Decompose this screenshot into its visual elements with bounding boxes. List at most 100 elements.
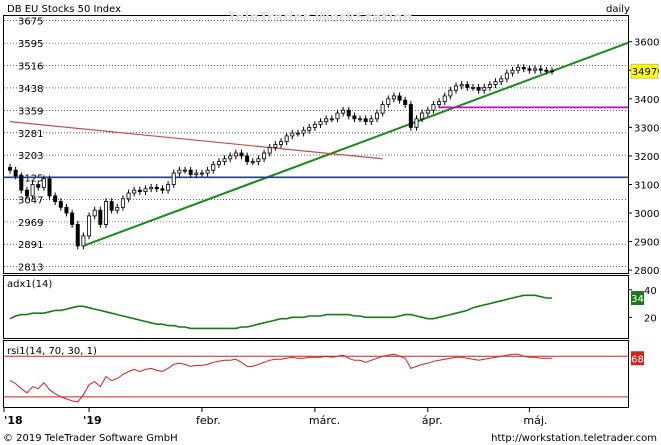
price-bar-body [188, 169, 193, 175]
price-bar-body [363, 118, 368, 123]
price-bar-body [239, 152, 244, 157]
price-bars [7, 63, 555, 250]
adx-series [9, 294, 552, 330]
x-tick-label: '19 [83, 414, 102, 427]
price-bar-body [13, 169, 18, 177]
adx-last-tag-box [631, 291, 644, 306]
price-bar-body [499, 78, 504, 83]
price-bar-body [380, 104, 385, 114]
price-bar-body [527, 68, 532, 71]
price-bar-body [132, 189, 137, 194]
price-bar-body [307, 126, 312, 131]
chart-title: DB EU Stocks 50 Index [7, 4, 121, 15]
price-bar-body [154, 186, 159, 190]
price-bar-body [493, 81, 498, 85]
price-bar-body [454, 85, 459, 91]
price-bar-body [278, 141, 283, 145]
price-bar-body [36, 184, 41, 188]
price-bar-body [160, 188, 165, 191]
price-right-tick-label: 3400 [634, 95, 659, 106]
rsi-last-tag-box [631, 351, 644, 366]
downtrend-line [9, 121, 383, 160]
price-right-tick-label: 2900 [634, 238, 659, 249]
price-left-tick-label: 3675 [18, 16, 43, 27]
price-bar-body [19, 175, 24, 191]
price-right-tick-label: 2800 [634, 266, 659, 277]
panel-frames [3, 15, 629, 408]
price-bar-body [369, 118, 374, 123]
rsi-series [9, 353, 552, 403]
price-bar-body [403, 99, 408, 105]
price-bar-body [70, 212, 75, 225]
price-bar-body [284, 135, 289, 143]
price-left-tick-label: 3516 [18, 62, 43, 73]
price-bar-body [211, 164, 216, 171]
price-bar-body [516, 67, 521, 71]
price-bar-body [295, 132, 300, 135]
price-bar-body [437, 101, 442, 105]
price-bar-body [81, 235, 86, 247]
price-bar-body [341, 109, 346, 114]
price-bar-body [205, 169, 210, 174]
price-bar-body [120, 198, 125, 208]
price-left-tick-label: 2969 [18, 218, 43, 229]
price-left-tick-label: 2891 [18, 240, 43, 251]
price-bar-body [103, 201, 108, 225]
price-bar-body [425, 109, 430, 114]
price-bar-body [177, 169, 182, 174]
price-left-tick-label: 3595 [18, 39, 43, 50]
price-panel-frame [3, 15, 629, 274]
price-bar-body [544, 69, 549, 72]
price-bar-body [216, 161, 221, 165]
price-bar-body [98, 209, 103, 225]
price-bar-body [482, 86, 487, 91]
price-bar-body [245, 155, 250, 163]
price-bar-body [358, 118, 363, 121]
price-bar-body [318, 121, 323, 125]
price-bar-body [374, 112, 379, 120]
price-bar-body [126, 192, 131, 200]
adx-right-axis: 40 20 [628, 286, 657, 324]
price-bar-body [397, 95, 402, 101]
price-bar-body [30, 184, 35, 197]
price-bar-body [256, 158, 261, 163]
price-bar-body [233, 152, 238, 157]
price-bar-body [290, 132, 295, 137]
price-bar-body [171, 172, 176, 185]
adx-line [9, 294, 552, 330]
adx-panel-frame [3, 275, 629, 339]
price-bar-body [64, 206, 69, 214]
price-bar-body [550, 70, 555, 73]
x-tick-label: márc. [309, 414, 340, 427]
price-bar-body [250, 161, 255, 164]
rsi-last-tag: 68 [631, 351, 644, 366]
price-bar-body [7, 166, 12, 171]
x-tick-label: máj. [523, 414, 547, 427]
x-tick-label: '18 [4, 414, 23, 427]
price-bar-body [391, 95, 396, 100]
price-bar-body [420, 112, 425, 120]
price-bar-body [386, 98, 391, 105]
footer-url: http://workstation.teletrader.com [491, 433, 657, 444]
price-bar-body [533, 68, 538, 71]
copyright: © 2019 TeleTrader Software GmbH [3, 433, 178, 444]
adx-title: adx1(14) [7, 279, 52, 290]
price-right-tick-label: 3300 [634, 123, 659, 134]
price-bar-body [166, 184, 171, 191]
price-bar-body [538, 68, 543, 71]
rsi-title: rsi1(14, 70, 30, 1) [7, 346, 97, 357]
price-last-tag-label: 3497 [632, 67, 657, 78]
price-bar-body [137, 189, 142, 193]
price-bar-body [504, 72, 509, 80]
price-bar-body [352, 115, 357, 120]
price-bar-body [442, 95, 447, 103]
price-bar-body [183, 169, 188, 172]
price-bar-body [24, 189, 29, 197]
price-bar-body [510, 69, 515, 74]
price-bar-body [408, 104, 413, 128]
price-bar-body [431, 104, 436, 111]
price-bar-body [41, 178, 46, 188]
price-bar-body [75, 224, 80, 247]
